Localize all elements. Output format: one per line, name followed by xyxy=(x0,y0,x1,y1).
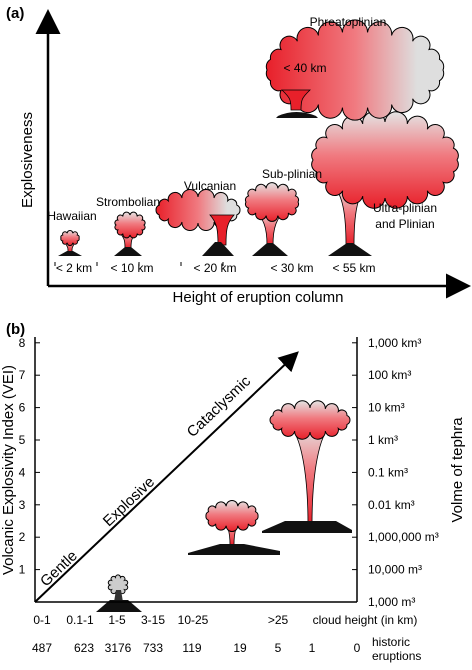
arrow-label: Gentle xyxy=(37,547,81,590)
historic-label: historic xyxy=(372,635,410,649)
ground xyxy=(96,600,142,612)
eruption-name: Sub-plinian xyxy=(262,167,322,181)
eruption-height: < 40 km xyxy=(283,61,326,75)
historic-count: 0 xyxy=(354,641,361,655)
historic-count: 119 xyxy=(182,641,201,655)
eruption-height: < 55 km xyxy=(332,261,375,275)
volume-tick-label: 1,000,000 m³ xyxy=(368,530,439,544)
eruption-name: Phreatoplinian xyxy=(310,15,387,29)
volume-tick-label: 0.01 km³ xyxy=(368,498,415,512)
axis-title: Volcanic Explosivity Index (VEI) xyxy=(0,365,17,575)
eruption-name: Strombolian xyxy=(96,195,160,209)
cloud xyxy=(269,400,351,440)
cloud xyxy=(60,230,80,246)
vei-tick-label: 4 xyxy=(19,465,26,479)
column xyxy=(209,214,235,246)
ground xyxy=(262,521,352,533)
column xyxy=(114,590,123,602)
historic-count: 19 xyxy=(233,641,247,655)
cloud xyxy=(107,574,129,596)
axis-title: Volme of tephra xyxy=(449,417,466,523)
panel-label: (b) xyxy=(6,321,25,338)
cloud-height: cloud height (in km) xyxy=(313,613,418,627)
arrow xyxy=(34,351,299,603)
eruption-height: < 2 km xyxy=(56,261,92,275)
cloud xyxy=(244,182,300,222)
ground xyxy=(276,112,318,118)
cloud xyxy=(114,211,146,239)
cloud xyxy=(265,19,445,121)
axis-title: Height of eruption column xyxy=(173,289,344,306)
panel-b-labels: 1 2 3 4 5 6 7 8 1,000 m³ 10,000 m³ 1,000,000 m³ 0.0… xyxy=(19,336,439,663)
eruption-labels: Hawaiian < 2 km Strombolian < 10 km Vulcania… xyxy=(47,15,437,275)
cloud xyxy=(311,111,459,209)
eruption-name: Hawaiian xyxy=(47,209,96,223)
volume-tick-label: 1 km³ xyxy=(368,433,398,447)
vei-tick-label: 3 xyxy=(19,498,26,512)
cloud-height: 1-5 xyxy=(108,613,126,627)
cloud xyxy=(205,499,259,533)
vei-tick-label: 8 xyxy=(19,336,26,350)
arrow-label: Explosive xyxy=(100,473,158,530)
historic-count: 623 xyxy=(74,641,94,655)
vei-tick-label: 2 xyxy=(19,530,26,544)
panel-label: (a) xyxy=(6,5,24,22)
vei-tick-label: 6 xyxy=(19,401,26,415)
volcano xyxy=(58,251,82,256)
axis-title: Explosiveness xyxy=(19,112,36,208)
volume-tick-label: 1,000 km³ xyxy=(368,336,421,350)
eruption-name: and Plinian xyxy=(375,217,434,231)
volume-tick-label: 10,000 m³ xyxy=(368,563,422,577)
historic-count: 3176 xyxy=(105,641,132,655)
volcano xyxy=(114,247,142,256)
volume-tick-label: 0.1 km³ xyxy=(368,465,408,479)
volcano xyxy=(328,243,372,256)
historic-count: 5 xyxy=(275,641,282,655)
column xyxy=(286,424,334,526)
eruption-name: Ultra-plinian xyxy=(373,201,437,215)
vei-tick-label: 1 xyxy=(19,563,26,577)
cloud-height: 10-25 xyxy=(178,613,209,627)
eruption-height: < 10 km xyxy=(110,261,153,275)
volume-tick-label: 100 km³ xyxy=(368,368,411,382)
eruption-height: < 30 km xyxy=(270,261,313,275)
ground xyxy=(188,544,280,555)
cloud-height: 0.1-1 xyxy=(66,613,94,627)
eruption-height: < 20 km xyxy=(193,261,236,275)
historic-count: 487 xyxy=(32,641,52,655)
cloud-height: 3-15 xyxy=(141,613,165,627)
volcano xyxy=(202,242,234,256)
historic-label: eruptions xyxy=(372,649,421,663)
arrow-label: Cataclysmic xyxy=(184,372,255,440)
volcano xyxy=(252,243,288,256)
plumes xyxy=(58,19,459,612)
volume-tick-label: 1,000 m³ xyxy=(368,595,415,609)
volume-tick-label: 10 km³ xyxy=(368,401,405,415)
historic-count: 733 xyxy=(143,641,163,655)
vei-tick-label: 7 xyxy=(19,368,26,382)
column xyxy=(281,89,311,111)
cloud-height: >25 xyxy=(268,613,289,627)
cloud-height: 0-1 xyxy=(33,613,51,627)
eruption-name: Vulcanian xyxy=(184,179,236,193)
vei-tick-label: 5 xyxy=(19,433,26,447)
historic-count: 1 xyxy=(309,641,316,655)
